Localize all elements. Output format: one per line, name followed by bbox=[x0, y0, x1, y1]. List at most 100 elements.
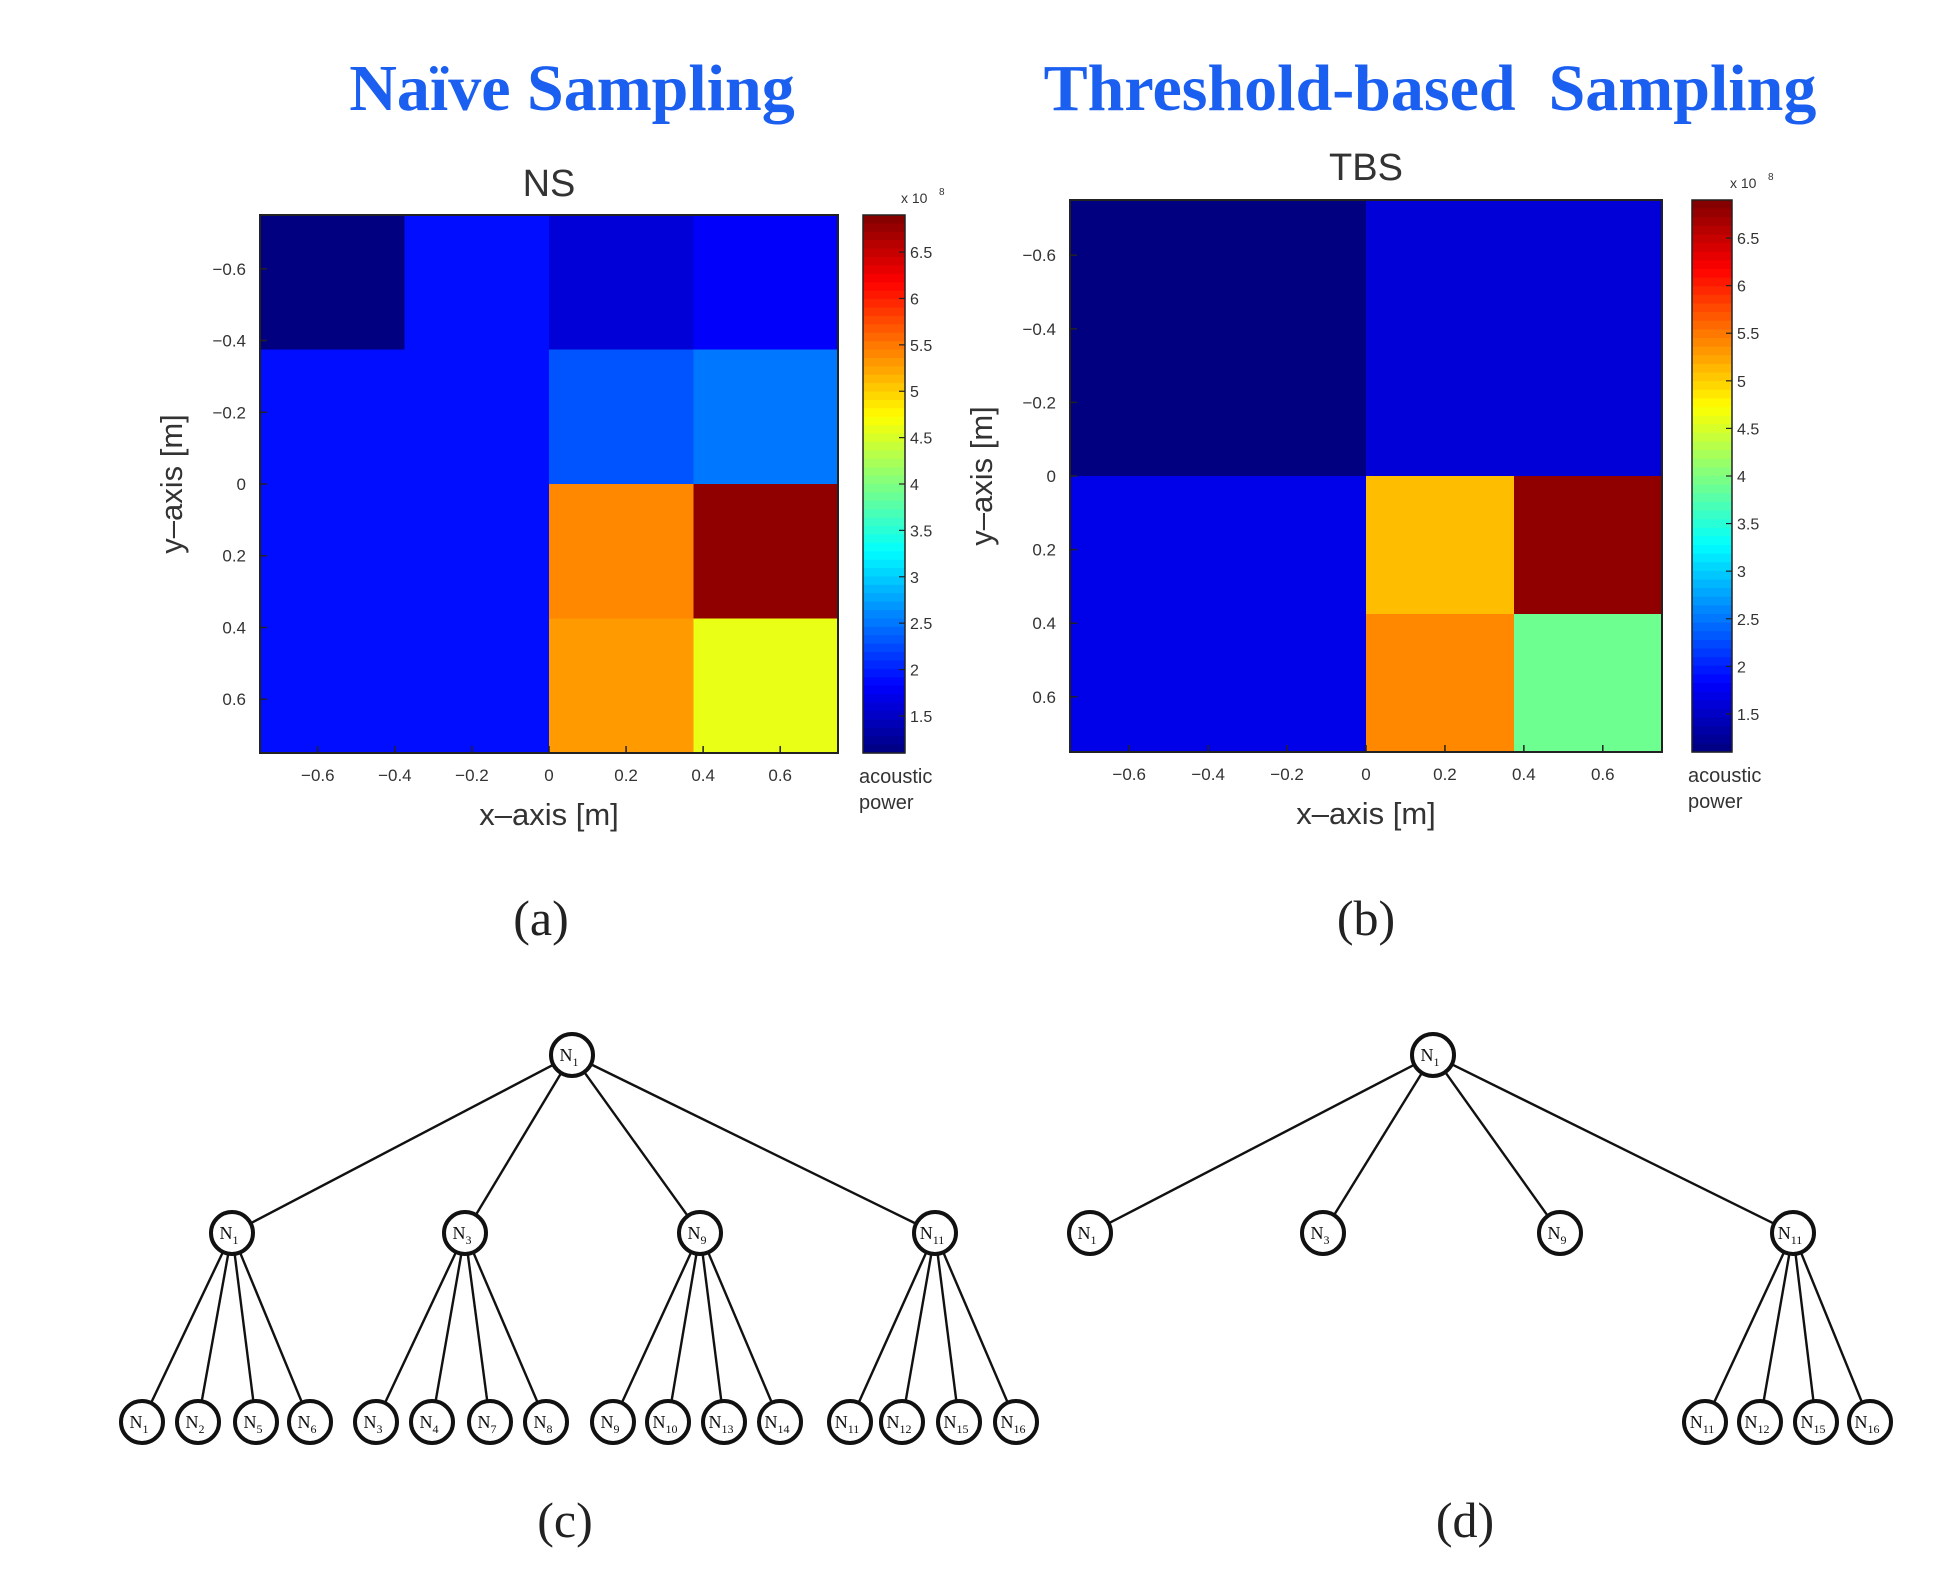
colorbar-segment bbox=[863, 509, 905, 519]
colorbar-segment bbox=[863, 374, 905, 384]
tree-node bbox=[409, 1399, 455, 1445]
tree-edge bbox=[466, 1253, 489, 1402]
tree-edge bbox=[200, 1253, 230, 1402]
tree-node bbox=[119, 1399, 165, 1445]
colorbar-segment bbox=[1692, 208, 1732, 218]
colorbar-tick-label: 4.5 bbox=[910, 431, 932, 448]
x-tick-label: 0 bbox=[544, 766, 553, 785]
colorbar-tick-label: 3 bbox=[910, 570, 919, 587]
colorbar-tick-label: 5 bbox=[1737, 374, 1746, 391]
colorbar-segment bbox=[863, 551, 905, 561]
heatmap-cell bbox=[549, 349, 695, 485]
tree-node bbox=[523, 1399, 569, 1445]
colorbar-segment bbox=[863, 357, 905, 367]
tree-edge bbox=[620, 1251, 693, 1404]
colorbar-label: acoustic bbox=[1688, 765, 1761, 787]
heatmap-cell bbox=[693, 618, 839, 754]
colorbar-tick-label: 2 bbox=[910, 663, 919, 680]
y-tick-label: 0.6 bbox=[222, 690, 246, 709]
colorbar-segment bbox=[1692, 450, 1732, 460]
colorbar-segment bbox=[863, 425, 905, 435]
heatmap-ns: NS −0.6 −0.4 −0.2 0 0.2 0.4 0.6 −0.6 −0.4 −0.2 0 0.2… bbox=[154, 163, 945, 946]
y-axis-label: y–axis [m] bbox=[154, 414, 189, 554]
colorbar-segment bbox=[1692, 234, 1732, 244]
colorbar-tick-label: 1.5 bbox=[910, 709, 932, 726]
x-tick-label: 0.6 bbox=[1591, 765, 1615, 784]
tree-edge bbox=[1333, 1072, 1423, 1216]
colorbar-segment bbox=[863, 223, 905, 233]
colorbar-segment bbox=[1692, 329, 1732, 339]
x-tick-label: −0.4 bbox=[378, 766, 412, 785]
y-tick-label: 0.4 bbox=[1032, 614, 1056, 633]
tree-edge bbox=[474, 1072, 563, 1216]
subfigure-caption: (d) bbox=[1436, 1492, 1494, 1548]
colorbar-segment bbox=[1692, 622, 1732, 632]
colorbar-segment bbox=[863, 307, 905, 317]
colorbar-segment bbox=[863, 273, 905, 283]
x-tick-label: 0.4 bbox=[1512, 765, 1536, 784]
x-tick-label: 0 bbox=[1361, 765, 1370, 784]
colorbar-tick-label: 2 bbox=[1737, 659, 1746, 676]
colorbar-segment bbox=[1692, 493, 1732, 503]
colorbar-segment bbox=[1692, 225, 1732, 236]
colorbar-segment bbox=[863, 433, 905, 443]
heatmap-cell bbox=[1366, 476, 1515, 615]
heatmap-cell bbox=[1514, 614, 1663, 753]
tree-edge bbox=[250, 1063, 554, 1225]
tree-node bbox=[1682, 1399, 1728, 1445]
tree-edge bbox=[1762, 1253, 1791, 1402]
heatmap-cell bbox=[404, 349, 550, 485]
colorbar-tick-label: 6.5 bbox=[1737, 231, 1759, 248]
colorbar-segment bbox=[863, 610, 905, 620]
heatmap-cell bbox=[1070, 476, 1367, 753]
colorbar-segment bbox=[1692, 691, 1732, 701]
heatmap-tbs: TBS −0.6 −0.4 −0.2 0 0.2 0.4 0.6 −0.6 −0.4 −0.2 0 0.… bbox=[964, 147, 1774, 946]
colorbar-segment bbox=[863, 601, 905, 611]
tree-edge bbox=[472, 1251, 539, 1404]
colorbar-segment bbox=[863, 341, 905, 351]
tree-node bbox=[467, 1399, 513, 1445]
tree-node-label: N12 bbox=[1745, 1412, 1770, 1436]
tree-node bbox=[209, 1210, 255, 1256]
tree-node bbox=[549, 1032, 595, 1078]
colorbar-segment bbox=[1692, 269, 1732, 279]
colorbar-label: power bbox=[1688, 791, 1743, 813]
colorbar-segment bbox=[863, 576, 905, 586]
colorbar-segment bbox=[863, 391, 905, 401]
colorbar-segment bbox=[1692, 743, 1732, 753]
colorbar-segment bbox=[863, 484, 905, 494]
tree-edge bbox=[936, 1253, 958, 1402]
colorbar-segment bbox=[1692, 657, 1732, 667]
heading-threshold-sampling: Threshold-based Sampling bbox=[1044, 52, 1817, 125]
tree-edge bbox=[1108, 1063, 1415, 1225]
colorbar-segment bbox=[1692, 312, 1732, 322]
colorbar-segment bbox=[1692, 441, 1732, 451]
colorbar-segment bbox=[1692, 398, 1732, 408]
colorbar-segment bbox=[863, 618, 905, 628]
subfigure-caption: (a) bbox=[513, 890, 569, 946]
colorbar-segment bbox=[863, 290, 905, 300]
colorbar-segment bbox=[863, 710, 905, 720]
heatmap-cell bbox=[693, 349, 839, 485]
colorbar-segment bbox=[1692, 407, 1732, 417]
colorbar-segment bbox=[1692, 510, 1732, 520]
colorbar-segment bbox=[863, 727, 905, 737]
colorbar-segment bbox=[863, 332, 905, 342]
tree-edge bbox=[1799, 1251, 1864, 1404]
tree-edge bbox=[1712, 1251, 1786, 1404]
colorbar-segment bbox=[1692, 545, 1732, 555]
x-tick-label: 0.2 bbox=[614, 766, 638, 785]
colorbar-segment bbox=[1692, 243, 1732, 253]
tree-edge bbox=[942, 1251, 1009, 1404]
colorbar-exponent: 8 bbox=[1768, 172, 1774, 183]
colorbar-exponent: 8 bbox=[939, 187, 945, 198]
tree-node bbox=[233, 1399, 279, 1445]
colorbar-segment bbox=[863, 643, 905, 653]
x-tick-label: −0.6 bbox=[301, 766, 335, 785]
x-tick-label: −0.2 bbox=[455, 766, 489, 785]
tree-node bbox=[1737, 1399, 1783, 1445]
colorbar-segment bbox=[863, 231, 905, 241]
tree-node bbox=[1067, 1210, 1113, 1256]
colorbar-segment bbox=[1692, 631, 1732, 641]
